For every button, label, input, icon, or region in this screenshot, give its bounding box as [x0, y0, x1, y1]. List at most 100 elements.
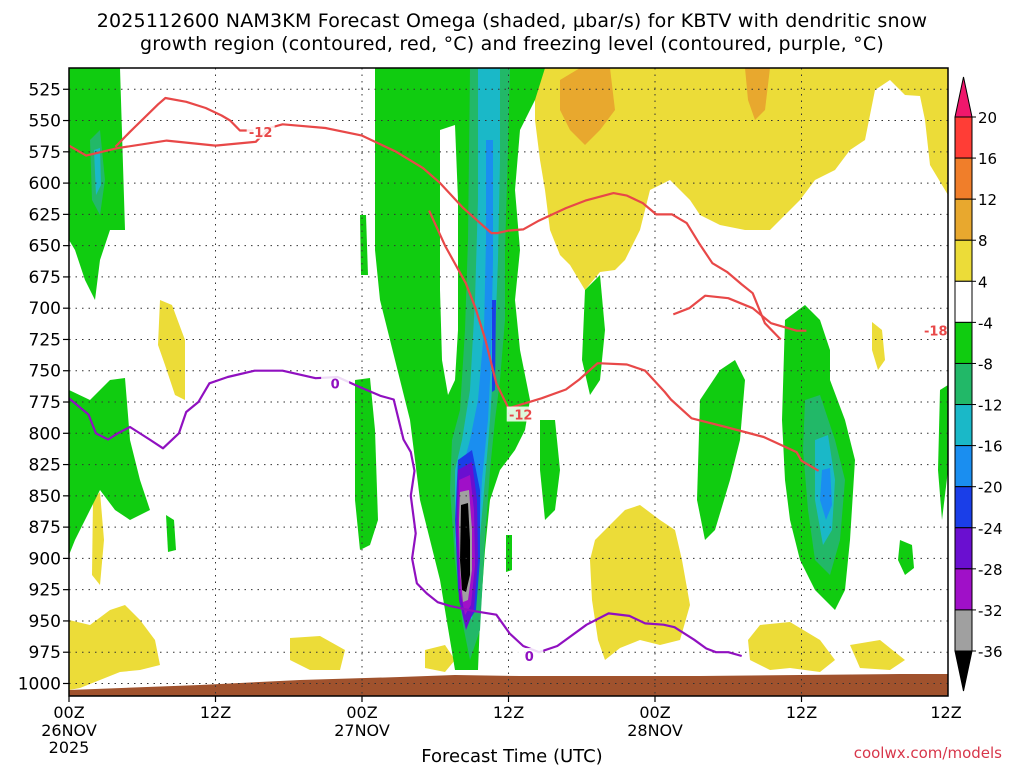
omega-region-yellow-left-low	[69, 605, 160, 690]
contour-labels: -12 -12 -18 0 0	[246, 123, 948, 665]
omega-region-yellow-left-mid	[158, 300, 185, 400]
ytick-label-950: 950	[29, 612, 61, 632]
ytick-label-675: 675	[29, 268, 61, 288]
omega-shading: -12 -12 -18 0 0	[69, 68, 948, 696]
omega-region-green-small-b	[166, 515, 176, 552]
contour-label-bg-0	[246, 123, 275, 139]
xtick-label-end: 12Z	[930, 703, 961, 722]
omega-region-orange-top	[560, 68, 615, 145]
colorbar-label-9: -20	[978, 479, 1003, 497]
contour-label-0: -12	[249, 126, 273, 141]
contour-series-2	[428, 210, 820, 472]
colorbar-swatch-11	[954, 527, 973, 570]
omega-region-green-left-mid	[69, 378, 150, 555]
ytick-label-900: 900	[29, 549, 61, 569]
colorbar-swatch-5	[954, 280, 973, 323]
colorbar-swatch-6	[954, 321, 973, 364]
site-credit: coolwx.com/models	[853, 744, 1002, 762]
colorbar-swatch-8	[954, 404, 973, 447]
colorbar-swatch-2	[954, 157, 973, 200]
omega-region-yellow-right-small	[872, 322, 885, 370]
colorbar-swatch-13	[954, 609, 973, 652]
xtick-label-1: 12Z	[200, 703, 231, 722]
omega-region-yellow-top-right	[535, 68, 948, 290]
colorbar-top-arrow	[954, 76, 973, 118]
ytick-label-625: 625	[29, 205, 61, 225]
colorbar-bottom-arrow	[954, 650, 973, 692]
contour-label-bg-1	[506, 406, 535, 422]
omega-positive-strong	[560, 68, 770, 145]
omega-region-green-small-d	[360, 215, 368, 275]
colorbar-label-5: -4	[978, 314, 993, 332]
contour-label-4: 0	[525, 650, 534, 665]
colorbar-label-3: 8	[978, 232, 988, 250]
xtick-label-5: 12Z	[786, 703, 817, 722]
colorbar-swatch-1	[954, 116, 973, 159]
xtick-label-4: 00Z	[639, 703, 670, 722]
colorbar-label-4: 4	[978, 273, 988, 291]
omega-region-green-right-a	[697, 360, 745, 540]
omega-region-black-core	[460, 503, 470, 592]
omega-region-orange-top-right	[745, 68, 770, 120]
colorbar-label-11: -28	[978, 561, 1003, 579]
omega-colorbar: 20 16 12 8 4 -4 -8 -12 -16 -20 -24 -28 -32 -36	[954, 76, 1003, 692]
colorbar-label-12: -32	[978, 602, 1003, 620]
colorbar-swatch-9	[954, 445, 973, 488]
contour-label-bg-4	[515, 647, 544, 663]
omega-region-green-small-a	[898, 540, 914, 575]
contour-label-bg-2	[921, 322, 948, 338]
xtick-label-3: 12Z	[493, 703, 524, 722]
omega-neutral-hole-center	[440, 125, 458, 395]
chart-title-line2: growth region (contoured, red, °C) and f…	[140, 33, 884, 55]
colorbar-label-0: 20	[978, 109, 997, 127]
contour-series-1	[114, 96, 254, 148]
contour-series-3	[672, 294, 807, 332]
colorbar-label-10: -24	[978, 520, 1003, 538]
xtick-date-2: 27NOV	[334, 721, 390, 740]
ytick-label-600: 600	[29, 174, 61, 194]
omega-region-green-small-c	[506, 535, 512, 572]
xtick-label-0: 00Z	[53, 703, 84, 722]
contour-label-bg-3	[321, 375, 350, 391]
colorbar-label-7: -12	[978, 397, 1003, 415]
colorbar-label-6: -8	[978, 355, 993, 373]
omega-region-yellow-left-sliver	[92, 492, 104, 585]
ytick-label-725: 725	[29, 330, 61, 350]
y-axis: 525 550 575 600 625 650 675 700 725 750 775 800 825 8…	[18, 80, 69, 694]
ytick-label-775: 775	[29, 393, 61, 413]
colorbar-swatch-4	[954, 239, 973, 282]
colorbar-swatch-10	[954, 486, 973, 529]
chart-title-line1: 2025112600 NAM3KM Forecast Omega (shaded…	[96, 10, 928, 32]
ytick-label-925: 925	[29, 581, 61, 601]
ytick-label-700: 700	[29, 299, 61, 319]
contour-label-2: -18	[924, 325, 948, 340]
colorbar-label-1: 16	[978, 150, 997, 168]
omega-region-yellow-small-blob	[425, 645, 455, 672]
xtick-date-4: 28NOV	[627, 721, 683, 740]
colorbar-label-8: -16	[978, 438, 1003, 456]
omega-region-green-mid-right	[582, 275, 605, 395]
ytick-label-825: 825	[29, 456, 61, 476]
omega-region-yellow-lowcenter-blob	[290, 636, 345, 670]
xtick-year-0: 2025	[49, 738, 90, 757]
vertical-gridlines	[215, 68, 802, 696]
ytick-label-550: 550	[29, 112, 61, 132]
ytick-label-750: 750	[29, 362, 61, 382]
ytick-label-975: 975	[29, 643, 61, 663]
ytick-label-575: 575	[29, 143, 61, 163]
colorbar-label-2: 12	[978, 191, 997, 209]
omega-region-green-right-edge	[938, 385, 948, 520]
colorbar-swatch-3	[954, 198, 973, 241]
contour-label-3: 0	[331, 377, 340, 392]
colorbar-label-13: -36	[978, 643, 1003, 661]
omega-region-yellow-lower-right	[748, 622, 835, 672]
ytick-label-650: 650	[29, 237, 61, 257]
omega-region-blue-right	[820, 468, 832, 520]
colorbar-swatch-7	[954, 362, 973, 406]
xtick-label-2: 00Z	[346, 703, 377, 722]
omega-region-green-center-left	[355, 378, 378, 550]
terrain-below-ground	[69, 674, 948, 696]
xtick-date-0: 26NOV	[41, 721, 97, 740]
